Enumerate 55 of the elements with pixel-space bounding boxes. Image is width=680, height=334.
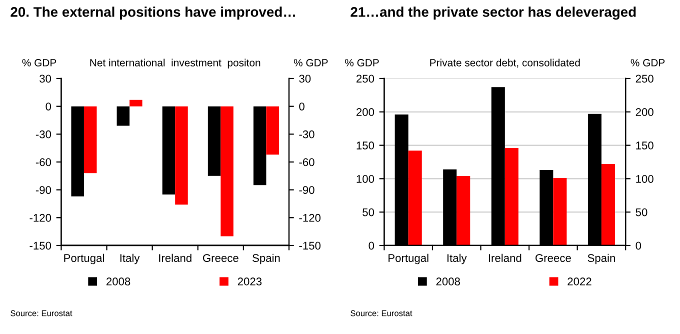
chart-title: 20. The external positions have improved…	[10, 6, 295, 20]
bar	[553, 178, 567, 246]
bar	[601, 164, 615, 246]
y-tick-label: -30	[36, 130, 52, 138]
x-tick-label: Spain	[252, 254, 280, 264]
y2-tick-label: 100	[636, 174, 654, 183]
legend-label: 2022	[568, 278, 592, 286]
x-tick-label: Ireland	[159, 254, 192, 262]
y2-tick-label: 0	[299, 102, 304, 110]
y-axis-title: % GDP	[345, 59, 379, 66]
bar	[504, 148, 518, 246]
y-tick-label: -120	[30, 214, 52, 222]
y2-axis-title: % GDP	[294, 59, 328, 66]
x-tick-label: Portugal	[64, 254, 104, 264]
y2-tick-label: 150	[636, 142, 654, 150]
x-tick-label: Portugal	[388, 254, 428, 264]
y2-tick-label: -30	[299, 130, 314, 138]
y2-axis-title: % GDP	[630, 59, 665, 66]
legend-label: 2008	[436, 278, 460, 286]
x-tick-label: Italy	[120, 254, 140, 264]
y-tick-label: -60	[36, 158, 52, 166]
y2-tick-label: 200	[636, 108, 654, 116]
y-tick-label: 0	[46, 102, 52, 110]
x-tick-label: Spain	[588, 254, 615, 264]
y2-tick-label: -90	[299, 186, 314, 194]
chart-subtitle: Net international investment positon	[90, 58, 260, 68]
x-tick-label: Greece	[203, 254, 238, 262]
y2-tick-label: 250	[636, 74, 654, 83]
legend-label: 2023	[238, 278, 262, 286]
source-note: Source: Eurostat	[350, 310, 412, 316]
y2-tick-label: 30	[299, 74, 311, 83]
y2-tick-label: -60	[299, 158, 314, 166]
chart-subtitle: Private sector debt, consolidated	[430, 58, 580, 68]
y-tick-label: 100	[356, 174, 374, 183]
legend-label: 2008	[106, 278, 130, 286]
bar	[456, 176, 470, 246]
x-tick-label: Ireland	[488, 254, 522, 262]
y-tick-label: 200	[356, 108, 374, 116]
x-tick-label: Italy	[447, 254, 467, 264]
bar	[408, 150, 422, 246]
source-note: Source: Eurostat	[10, 310, 72, 316]
chart-title: 21…and the private sector has deleveraged	[350, 6, 636, 20]
x-tick-label: Greece	[536, 254, 571, 262]
y-axis-title: % GDP	[22, 59, 56, 66]
y-tick-label: 250	[356, 74, 374, 83]
y-tick-label: 0	[368, 242, 374, 250]
y2-tick-label: 0	[636, 242, 642, 250]
y-tick-label: 50	[362, 208, 374, 216]
y2-tick-label: -120	[299, 214, 321, 222]
y2-tick-label: 50	[636, 208, 648, 216]
y-tick-label: -150	[30, 242, 52, 250]
y-tick-label: 150	[356, 142, 374, 150]
y2-tick-label: -150	[299, 242, 321, 250]
y-tick-label: 30	[40, 74, 52, 83]
y-tick-label: -90	[36, 186, 52, 194]
